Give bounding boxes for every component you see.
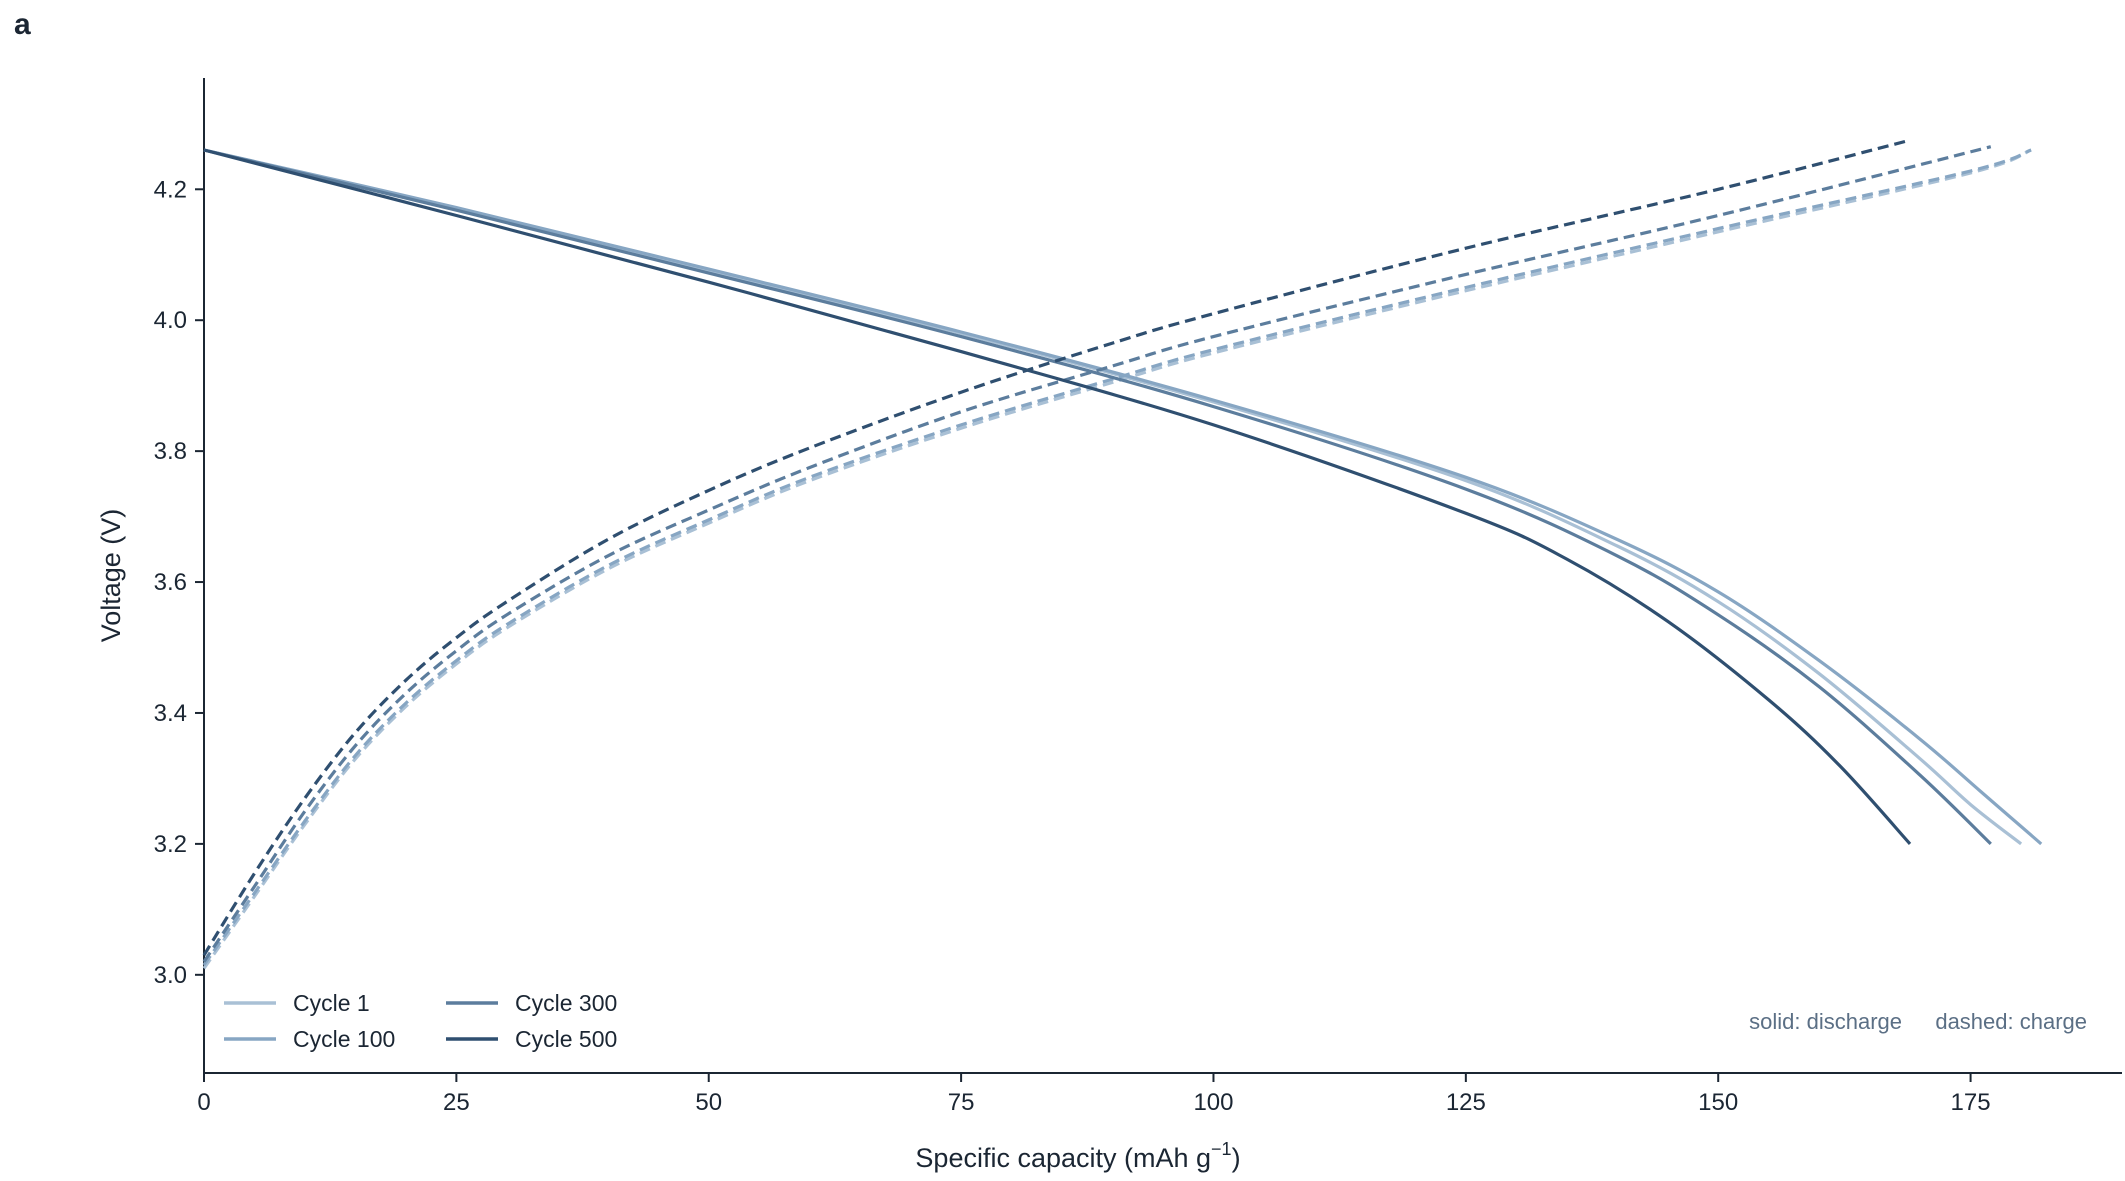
annotations: solid: discharge dashed: charge xyxy=(1749,1009,2087,1034)
x-tick-label: 125 xyxy=(1446,1089,1486,1116)
x-tick-label: 175 xyxy=(1951,1089,1991,1116)
y-axis-title: Voltage (V) xyxy=(96,509,126,643)
y-ticks: 3.0 3.2 3.4 3.6 3.8 4.0 4.2 xyxy=(154,176,204,989)
legend-label-cycle-100: Cycle 100 xyxy=(293,1026,395,1052)
legend-label-cycle-1: Cycle 1 xyxy=(293,990,370,1016)
cycle-500-charge-line xyxy=(202,138,1911,957)
cycle-300-charge-line xyxy=(202,145,1992,963)
y-tick-label: 4.2 xyxy=(154,176,187,203)
x-tick-label: 75 xyxy=(948,1089,975,1116)
cycle-500-discharge-line xyxy=(203,148,1912,845)
cycle-1-charge-line xyxy=(202,148,2032,970)
x-axis-title-main: Specific capacity (mAh g xyxy=(915,1143,1211,1173)
annotation-charge: dashed: charge xyxy=(1935,1009,2087,1034)
series-group xyxy=(202,138,2043,970)
x-tick-label: 150 xyxy=(1698,1089,1738,1116)
legend: Cycle 1 Cycle 100 Cycle 300 Cycle 500 xyxy=(224,990,617,1052)
y-tick-label: 4.0 xyxy=(154,307,187,334)
x-axis-title-sup: −1 xyxy=(1211,1139,1232,1159)
x-ticks: 0 25 50 75 100 125 150 175 xyxy=(197,1073,1991,1116)
axes xyxy=(203,78,2122,1074)
y-tick-label: 3.6 xyxy=(154,569,187,596)
y-tick-label: 3.0 xyxy=(154,962,187,989)
cycle-100-discharge-line xyxy=(203,148,2043,846)
x-tick-label: 100 xyxy=(1193,1089,1233,1116)
panel-label: a xyxy=(14,8,31,41)
y-tick-label: 3.2 xyxy=(154,831,187,858)
y-tick-label: 3.8 xyxy=(154,438,187,465)
x-axis-title: Specific capacity (mAh g−1) xyxy=(915,1139,1240,1173)
x-tick-label: 0 xyxy=(197,1089,210,1116)
y-tick-label: 3.4 xyxy=(154,700,187,727)
legend-label-cycle-300: Cycle 300 xyxy=(515,990,617,1016)
cycle-300-discharge-line xyxy=(203,148,1992,846)
x-tick-label: 50 xyxy=(695,1089,722,1116)
x-tick-label: 25 xyxy=(443,1089,470,1116)
x-axis-title-end: ) xyxy=(1232,1143,1241,1173)
annotation-discharge: solid: discharge xyxy=(1749,1009,1902,1034)
cycle-100-charge-line xyxy=(202,148,2032,966)
legend-label-cycle-500: Cycle 500 xyxy=(515,1026,617,1052)
cycle-1-discharge-line xyxy=(203,148,2023,846)
